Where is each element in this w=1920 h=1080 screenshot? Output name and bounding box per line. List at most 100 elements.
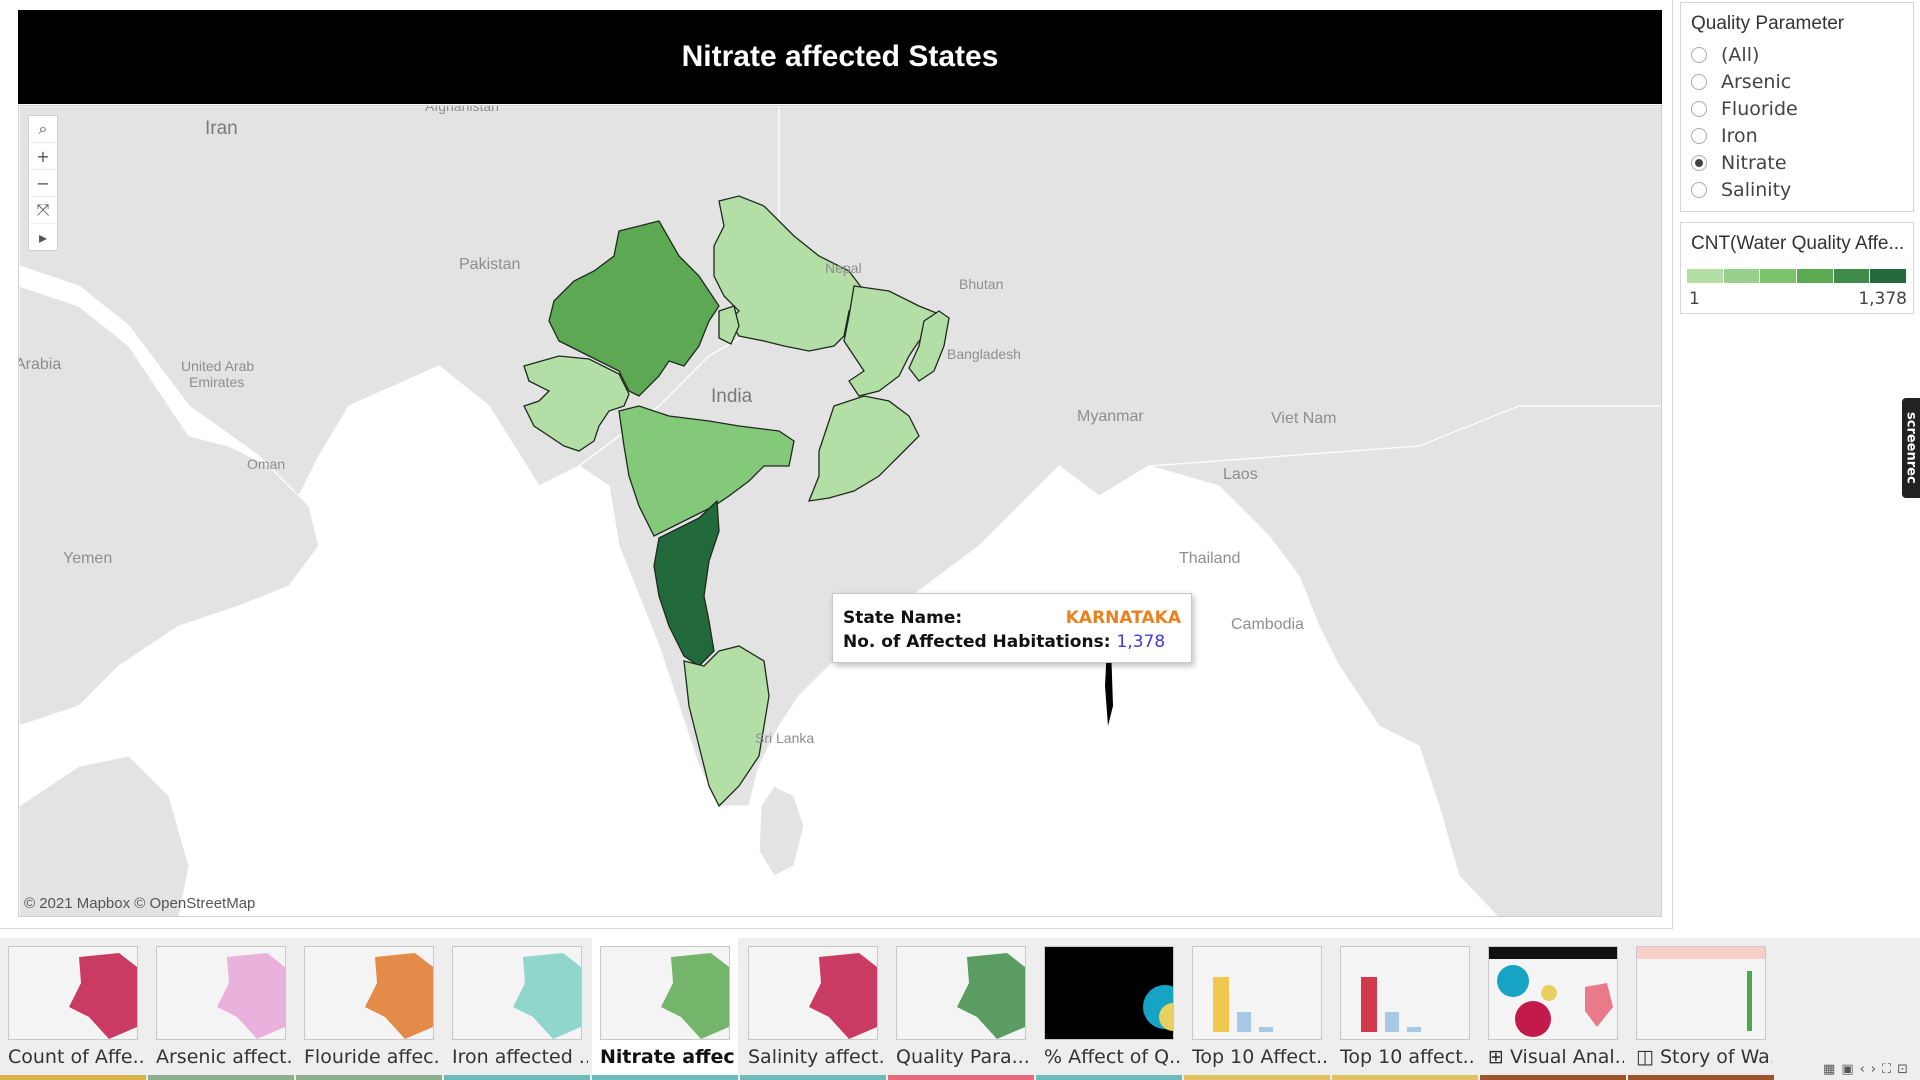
story-tab-6[interactable]: Quality Para... [888, 938, 1034, 1080]
label-pakistan: Pakistan [459, 256, 521, 273]
story-thumbnail [1044, 946, 1174, 1040]
filter-option-5[interactable]: Salinity [1681, 176, 1913, 203]
story-tab-5[interactable]: Salinity affect... [740, 938, 886, 1080]
story-thumbnail [1488, 946, 1618, 1040]
story-thumbnail [600, 946, 730, 1040]
label-bangladesh: Bangladesh [947, 346, 1021, 362]
label-thailand: Thailand [1179, 550, 1241, 567]
radio-icon[interactable] [1691, 100, 1707, 117]
story-tab-label: ⊞ Visual Anal... [1488, 1046, 1624, 1068]
state-tooltip: State Name: KARNATAKA No. of Affected Ha… [832, 593, 1192, 663]
state-westbengal[interactable] [908, 310, 950, 382]
radio-icon[interactable] [1691, 154, 1707, 171]
legend-title: CNT(Water Quality Affe... [1691, 233, 1905, 254]
radio-icon[interactable] [1691, 73, 1707, 90]
story-tab-bar [148, 1075, 294, 1080]
story-tab-bar [1628, 1075, 1774, 1080]
story-thumbnail [1636, 946, 1766, 1040]
legend-min: 1 [1689, 289, 1700, 309]
filter-option-2[interactable]: Fluoride [1681, 95, 1913, 122]
story-tab-label: Flouride affec... [304, 1046, 440, 1068]
story-thumbnail [8, 946, 138, 1040]
filter-title: Quality Parameter [1691, 13, 1845, 34]
legend-swatch-0 [1687, 269, 1723, 283]
story-tab-bar [1332, 1075, 1478, 1080]
state-odisha[interactable] [807, 395, 920, 502]
story-tab-label: Quality Para... [896, 1046, 1030, 1068]
story-nav-controls[interactable]: ▦▣‹›⛶⊡ [1823, 1062, 1914, 1077]
story-tab-bar [444, 1075, 590, 1080]
story-tab-bar [1184, 1075, 1330, 1080]
radio-icon[interactable] [1691, 46, 1707, 63]
tooltip-habitations-value: 1,378 [1116, 632, 1166, 652]
label-uae-line1: United Arab [181, 358, 255, 374]
state-maharashtra[interactable] [618, 405, 795, 537]
color-legend: CNT(Water Quality Affe... 1 1,378 [1680, 222, 1914, 314]
story-tab-bar [296, 1075, 442, 1080]
story-thumbnail [748, 946, 878, 1040]
legend-swatch-5 [1870, 269, 1907, 283]
play-icon[interactable]: ▸ [30, 223, 56, 250]
story-tab-label: Iron affected ... [452, 1046, 588, 1068]
basemap [19, 106, 1661, 916]
filter-option-label: Iron [1721, 124, 1758, 147]
label-iran: Iran [205, 118, 238, 139]
tooltip-habitations-label: No. of Affected Habitations: [843, 632, 1111, 652]
state-uttarpradesh[interactable] [713, 195, 865, 352]
label-vietnam: Viet Nam [1271, 410, 1337, 427]
label-oman: Oman [247, 456, 286, 472]
map-attribution: © 2021 Mapbox © OpenStreetMap [24, 895, 256, 912]
map-view[interactable]: Afghanistan Iran Pakistan Nepal Bhutan B… [18, 105, 1662, 917]
story-tab-label: ◫ Story of Wa... [1636, 1046, 1772, 1068]
story-tab-3[interactable]: Iron affected ... [444, 938, 590, 1080]
legend-color-ramp [1687, 269, 1907, 283]
label-laos: Laos [1223, 466, 1258, 483]
story-tab-label: Top 10 Affect... [1192, 1046, 1328, 1068]
radio-icon[interactable] [1691, 127, 1707, 144]
zoom-out-button[interactable]: − [30, 169, 56, 196]
label-yemen: Yemen [63, 550, 113, 567]
state-shapes[interactable] [523, 195, 950, 808]
story-thumbnail [1192, 946, 1322, 1040]
story-tab-2[interactable]: Flouride affec... [296, 938, 442, 1080]
zoom-in-button[interactable]: + [30, 142, 56, 169]
filter-option-label: Salinity [1721, 178, 1792, 201]
label-india: India [711, 386, 753, 407]
story-tab-4[interactable]: Nitrate affec... [592, 938, 738, 1080]
filter-option-0[interactable]: (All) [1681, 41, 1913, 68]
story-tab-bar [1036, 1075, 1182, 1080]
label-arabia: Arabia [18, 356, 62, 373]
state-gujarat[interactable] [523, 355, 630, 452]
story-thumbnail [304, 946, 434, 1040]
filter-option-4[interactable]: Nitrate [1681, 149, 1913, 176]
story-tab-0[interactable]: Count of Affe... [0, 938, 146, 1080]
state-karnataka[interactable] [653, 499, 720, 667]
story-navigator: ▦▣‹›⛶⊡ Count of Affe... Arsenic affect...… [0, 938, 1920, 1080]
story-tab-11[interactable]: ◫ Story of Wa... [1628, 938, 1774, 1080]
dashboard-sheet: Nitrate affected States [0, 0, 1673, 929]
story-tab-8[interactable]: Top 10 Affect... [1184, 938, 1330, 1080]
quality-parameter-filter: Quality Parameter (All) Arsenic Fluoride Ir… [1680, 2, 1914, 212]
label-nepal: Nepal [825, 260, 862, 276]
search-icon[interactable]: ⌕ [38, 119, 48, 138]
label-cambodia: Cambodia [1231, 616, 1304, 633]
story-tab-9[interactable]: Top 10 affect... [1332, 938, 1478, 1080]
reset-axes-icon[interactable]: ⤧ [30, 196, 56, 223]
story-tab-bar [740, 1075, 886, 1080]
map-toolbar: ⌕ + − ⤧ ▸ [28, 115, 58, 251]
state-southindia[interactable] [683, 645, 770, 808]
state-haryana[interactable] [718, 305, 740, 345]
story-tab-1[interactable]: Arsenic affect... [148, 938, 294, 1080]
story-tab-10[interactable]: ⊞ Visual Anal... [1480, 938, 1626, 1080]
filter-option-3[interactable]: Iron [1681, 122, 1913, 149]
label-bhutan: Bhutan [959, 276, 1004, 292]
state-rajasthan[interactable] [548, 220, 720, 397]
tooltip-state-label: State Name: [843, 608, 963, 628]
label-afghanistan: Afghanistan [425, 105, 499, 114]
story-tab-7[interactable]: % Affect of Q... [1036, 938, 1182, 1080]
story-tab-bar [592, 1075, 738, 1080]
state-bihar[interactable] [843, 285, 945, 397]
filter-option-1[interactable]: Arsenic [1681, 68, 1913, 95]
radio-icon[interactable] [1691, 181, 1707, 198]
story-tab-label: Arsenic affect... [156, 1046, 292, 1068]
